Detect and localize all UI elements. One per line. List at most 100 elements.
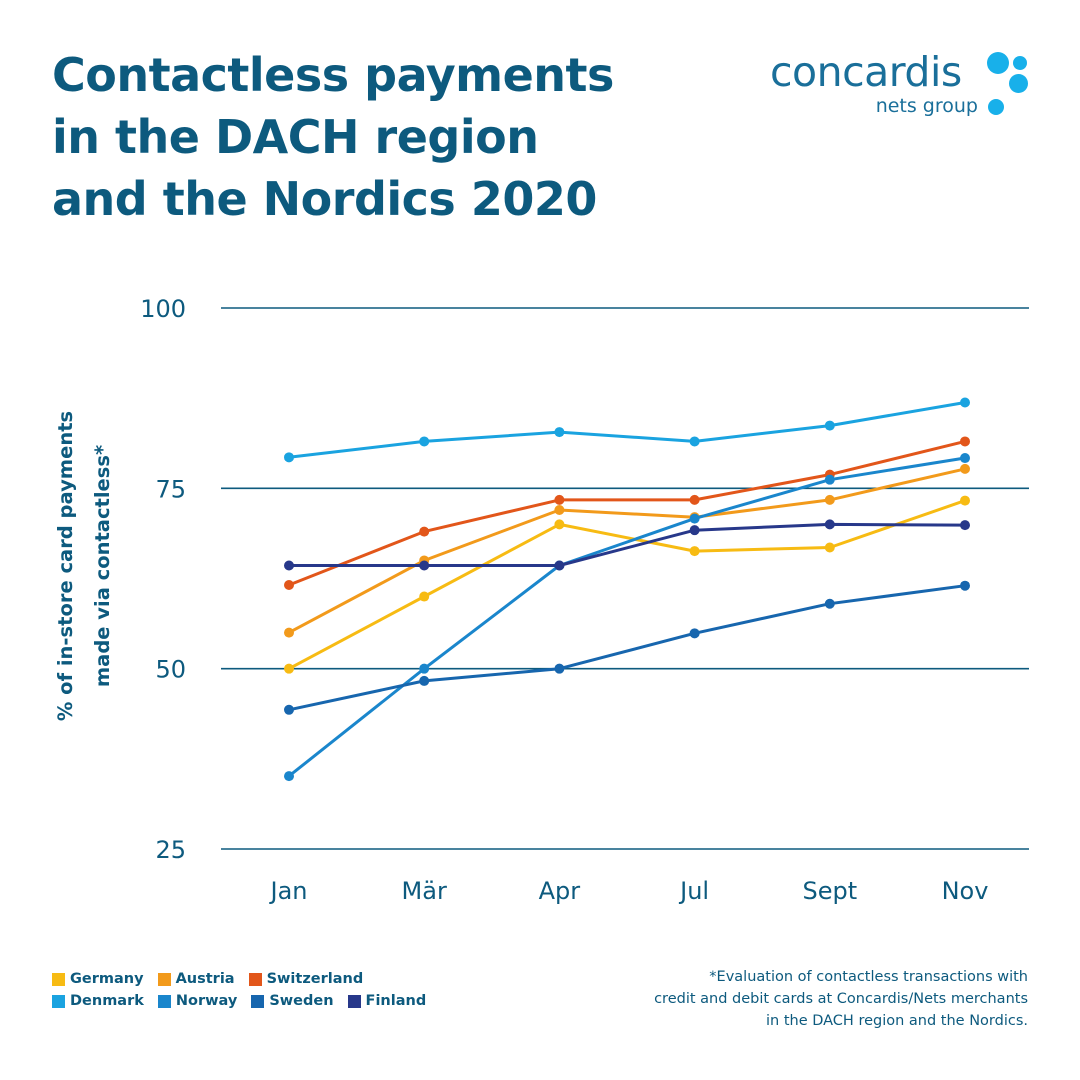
legend-item-sweden: Sweden <box>251 993 334 1009</box>
data-point <box>689 525 700 536</box>
data-point <box>419 591 430 602</box>
y-tick-label: 50 <box>155 656 186 684</box>
x-tick-label: Apr <box>539 877 581 905</box>
legend-label: Norway <box>175 993 238 1009</box>
line-chart: 25 50 75 100 Jan Mär Apr Jul Sept Nov % of in-st… <box>54 295 1029 905</box>
data-point <box>554 519 565 530</box>
legend: Germany Austria Switzerland Denmark Norway S… <box>52 968 440 1012</box>
footnote-line: credit and debit cards at Concardis/Nets… <box>654 991 1028 1007</box>
legend-item-denmark: Denmark <box>52 993 144 1009</box>
data-point <box>419 436 430 447</box>
legend-row: Denmark Norway Sweden Finland <box>52 990 440 1012</box>
data-point <box>419 560 430 571</box>
legend-swatch <box>157 972 171 986</box>
x-tick-label: Jul <box>678 877 709 905</box>
data-point <box>960 580 970 591</box>
data-point <box>960 436 970 447</box>
logo-name: concardis <box>770 48 962 96</box>
y-tick-label: 25 <box>155 836 186 864</box>
legend-row: Germany Austria Switzerland <box>52 968 440 990</box>
x-tick-label: Mär <box>402 877 447 905</box>
y-tick-label: 100 <box>140 295 186 323</box>
data-point <box>284 627 294 638</box>
logo-subtitle: nets group <box>875 95 978 117</box>
y-axis-label: % of in-store card payments <box>54 411 77 721</box>
data-point <box>284 579 294 590</box>
series-line <box>287 401 967 459</box>
x-tick-label: Nov <box>942 877 989 905</box>
legend-item-austria: Austria <box>157 971 235 987</box>
concardis-logo: concardis nets group <box>760 46 1040 126</box>
data-point <box>960 397 970 408</box>
data-point <box>284 704 294 715</box>
data-point <box>554 427 565 438</box>
footnote-line: *Evaluation of contactless transactions … <box>709 969 1028 985</box>
data-point <box>689 436 700 447</box>
title-line: and the Nordics 2020 <box>52 172 597 226</box>
x-axis-ticks: Jan Mär Apr Jul Sept Nov <box>269 877 989 905</box>
data-point <box>824 420 835 431</box>
footnote-line: in the DACH region and the Nordics. <box>766 1013 1028 1029</box>
data-point <box>960 520 970 531</box>
legend-label: Finland <box>365 993 427 1009</box>
series-denmark <box>284 397 970 463</box>
data-point <box>284 560 294 571</box>
data-point <box>824 474 835 485</box>
grid-lines <box>221 307 1029 850</box>
data-point <box>824 519 835 530</box>
data-point <box>689 513 700 524</box>
legend-label: Switzerland <box>266 971 364 987</box>
legend-item-norway: Norway <box>157 993 238 1009</box>
data-point <box>960 453 970 464</box>
data-point <box>419 663 430 674</box>
x-tick-label: Sept <box>802 877 857 905</box>
series-line <box>287 467 967 635</box>
legend-label: Austria <box>175 971 235 987</box>
data-point <box>284 771 294 782</box>
page-title: Contactless payments in the DACH region … <box>52 44 692 230</box>
legend-label: Denmark <box>70 993 144 1009</box>
data-point <box>689 628 700 639</box>
legend-swatch <box>52 994 65 1008</box>
data-point <box>419 675 430 686</box>
data-point <box>554 504 565 515</box>
legend-swatch <box>251 994 265 1008</box>
y-axis-ticks: 25 50 75 100 <box>140 295 186 864</box>
data-point <box>824 542 835 553</box>
legend-item-finland: Finland <box>347 993 427 1009</box>
series-line <box>287 439 967 587</box>
data-point <box>960 463 970 474</box>
x-tick-label: Jan <box>269 877 308 905</box>
series-line <box>287 584 967 712</box>
data-point <box>284 452 294 463</box>
y-tick-label: 75 <box>155 475 186 503</box>
title-line: Contactless payments <box>52 48 614 102</box>
series-sweden <box>284 580 970 715</box>
series-austria <box>284 463 970 638</box>
legend-label: Sweden <box>269 993 334 1009</box>
data-point <box>824 598 835 609</box>
title-line: in the DACH region <box>52 110 539 164</box>
data-point <box>689 494 700 505</box>
legend-swatch <box>52 972 65 986</box>
series-line <box>287 522 967 567</box>
data-point <box>960 495 970 506</box>
series-lines <box>284 397 970 782</box>
data-point <box>554 494 565 505</box>
legend-label: Germany <box>70 971 144 987</box>
series-line <box>287 456 967 778</box>
y-axis-label: made via contactless* <box>91 445 114 687</box>
series-line <box>287 499 967 671</box>
legend-swatch <box>157 994 171 1008</box>
data-point <box>554 560 565 571</box>
data-point <box>419 526 430 537</box>
data-point <box>554 663 565 674</box>
legend-item-switzerland: Switzerland <box>248 971 364 987</box>
series-germany <box>284 495 970 674</box>
legend-swatch <box>248 972 262 986</box>
footnote: *Evaluation of contactless transactions … <box>558 966 1028 1032</box>
data-point <box>824 494 835 505</box>
data-point <box>689 546 700 557</box>
legend-swatch <box>347 994 361 1008</box>
data-point <box>284 663 294 674</box>
